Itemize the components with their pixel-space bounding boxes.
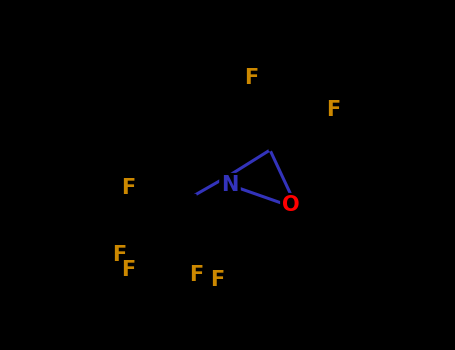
Text: F: F [326, 100, 340, 120]
Text: F: F [112, 245, 126, 265]
Text: F: F [189, 265, 203, 285]
Text: F: F [244, 68, 258, 88]
Text: F: F [121, 260, 135, 280]
Text: O: O [282, 195, 300, 215]
Text: N: N [221, 175, 239, 195]
Text: F: F [121, 178, 135, 198]
Text: F: F [210, 270, 224, 290]
